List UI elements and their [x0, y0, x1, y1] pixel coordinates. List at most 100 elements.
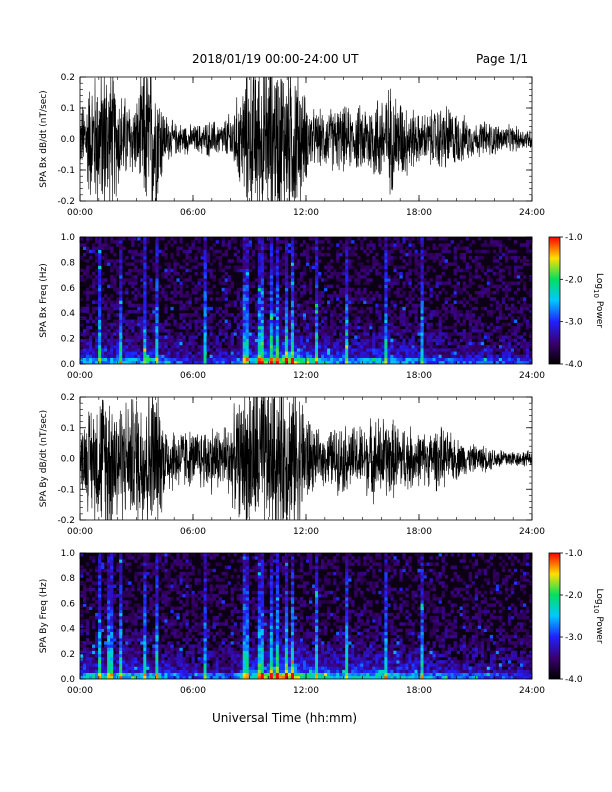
- spectrogram-cell: [483, 322, 488, 327]
- spectrogram-cell: [113, 344, 117, 349]
- spectrogram-cell: [119, 322, 123, 327]
- spectrogram-cell: [384, 271, 388, 276]
- spectrogram-cell: [257, 351, 262, 355]
- spectrogram-cell: [242, 306, 247, 311]
- spectrogram-cell: [200, 351, 204, 355]
- spectrogram-cell: [182, 351, 186, 355]
- spectrogram-cell: [104, 332, 108, 336]
- spectrogram-cell: [128, 341, 132, 346]
- spectrogram-cell: [185, 341, 189, 346]
- spectrogram-cell: [441, 256, 445, 260]
- spectrogram-cell: [272, 332, 277, 336]
- spectrogram-cell: [245, 332, 250, 336]
- spectrogram-cell: [393, 300, 397, 304]
- spectrogram-cell: [203, 300, 207, 304]
- spectrogram-cell: [197, 281, 201, 285]
- spectrogram-cell: [155, 663, 159, 667]
- spectrogram-cell: [474, 329, 479, 333]
- spectrogram-cell: [486, 268, 491, 273]
- spectrogram-cell: [122, 666, 126, 670]
- spectrogram-cell: [164, 243, 168, 247]
- spectrogram-cell: [360, 341, 364, 346]
- spectrogram-cell: [143, 319, 147, 324]
- spectrogram-cell: [155, 344, 159, 349]
- spectrogram-cell: [507, 287, 512, 292]
- spectrogram-cell: [402, 240, 406, 244]
- spectrogram-cell: [459, 313, 463, 317]
- spectrogram-cell: [444, 249, 448, 254]
- spectrogram-cell: [152, 256, 156, 260]
- spectrogram-cell: [170, 316, 174, 320]
- spectrogram-cell: [119, 256, 123, 260]
- spectrogram-cell: [312, 357, 316, 362]
- spectrogram-cell: [495, 303, 500, 308]
- spectrogram-cell: [480, 290, 485, 295]
- spectrogram-cell: [221, 240, 225, 244]
- spectrogram-cell: [336, 303, 340, 308]
- spectrogram-cell: [309, 357, 313, 362]
- spectrogram-cell: [296, 262, 301, 266]
- x-tick-label: 12:00: [293, 527, 319, 537]
- spectrogram-cell: [98, 341, 102, 346]
- spectrogram-cell: [131, 322, 135, 327]
- spectrogram-cell: [164, 306, 168, 311]
- spectrogram-cell: [146, 265, 150, 270]
- spectrogram-cell: [486, 310, 491, 314]
- spectrogram-cell: [107, 641, 111, 645]
- spectrogram-cell: [176, 262, 180, 266]
- spectrogram-cell: [110, 341, 114, 346]
- spectrogram-cell: [516, 256, 521, 260]
- spectrogram-cell: [218, 332, 222, 336]
- spectrogram-cell: [384, 335, 388, 339]
- spectrogram-cell: [453, 271, 457, 276]
- spectrogram-cell: [513, 306, 518, 311]
- spectrogram-cell: [98, 240, 102, 244]
- spectrogram-cell: [86, 653, 90, 658]
- spectrogram-cell: [315, 357, 319, 362]
- spectrogram-cell: [257, 297, 262, 301]
- spectrogram-cell: [131, 606, 135, 610]
- spectrogram-cell: [110, 249, 114, 254]
- spectrogram-cell: [146, 619, 150, 623]
- spectrogram-cell: [513, 348, 518, 352]
- spectrogram-cell: [218, 319, 222, 324]
- spectrogram-cell: [327, 341, 331, 346]
- spectrogram-cell: [513, 351, 518, 355]
- spectrogram-cell: [218, 329, 222, 333]
- spectrogram-cell: [417, 322, 421, 327]
- spectrogram-cell: [179, 325, 183, 330]
- spectrogram-cell: [83, 341, 87, 346]
- spectrogram-cell: [80, 647, 84, 651]
- spectrogram-cell: [480, 341, 485, 346]
- spectrogram-cell: [435, 310, 439, 314]
- spectrogram-cell: [101, 650, 105, 655]
- spectrogram-cell: [86, 268, 90, 273]
- spectrogram-cell: [504, 306, 509, 311]
- spectrogram-cell: [357, 319, 361, 324]
- spectrogram-cell: [170, 281, 174, 285]
- spectrogram-cell: [158, 559, 162, 563]
- spectrogram-cell: [327, 237, 331, 241]
- spectrogram-cell: [251, 252, 256, 257]
- spectrogram-cell: [387, 278, 391, 282]
- spectrogram-cell: [143, 290, 147, 295]
- spectrogram-cell: [405, 246, 409, 250]
- spectrogram-cell: [290, 338, 295, 343]
- spectrogram-cell: [299, 243, 304, 247]
- spectrogram-cell: [278, 344, 283, 349]
- spectrogram-cell: [345, 332, 349, 336]
- spectrogram-cell: [275, 284, 280, 289]
- spectrogram-cell: [275, 290, 280, 295]
- spectrogram-cell: [384, 344, 388, 349]
- spectrogram-cell: [167, 357, 171, 362]
- spectrogram-cell: [420, 360, 424, 364]
- spectrogram-cell: [453, 325, 457, 330]
- spectrogram-cell: [110, 237, 114, 241]
- spectrogram-cell: [143, 306, 147, 311]
- spectrogram-cell: [155, 306, 159, 311]
- spectrogram-cell: [456, 313, 460, 317]
- spectrogram-cell: [83, 603, 87, 607]
- spectrogram-cell: [206, 338, 210, 343]
- spectrogram-cell: [113, 669, 117, 673]
- spectrogram-cell: [525, 322, 530, 327]
